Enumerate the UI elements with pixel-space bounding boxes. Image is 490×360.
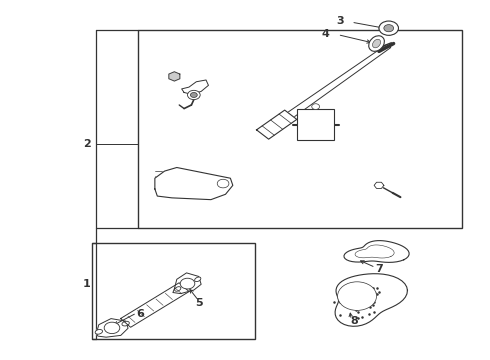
Polygon shape: [155, 167, 233, 200]
Circle shape: [180, 278, 195, 289]
Polygon shape: [344, 240, 409, 262]
Ellipse shape: [95, 329, 102, 334]
Polygon shape: [335, 274, 408, 326]
Circle shape: [191, 93, 197, 98]
Ellipse shape: [174, 287, 181, 291]
Circle shape: [104, 322, 120, 334]
Circle shape: [379, 21, 398, 35]
Polygon shape: [374, 182, 384, 188]
Ellipse shape: [369, 36, 384, 51]
Circle shape: [217, 179, 229, 188]
Bar: [138, 30, 462, 228]
Bar: [297, 109, 334, 140]
Polygon shape: [182, 80, 208, 94]
Text: 4: 4: [321, 28, 329, 39]
Polygon shape: [257, 110, 297, 139]
Text: 2: 2: [83, 139, 91, 149]
Polygon shape: [97, 319, 128, 337]
Text: 5: 5: [195, 298, 202, 308]
Ellipse shape: [372, 39, 381, 48]
Polygon shape: [169, 72, 180, 81]
Circle shape: [338, 282, 376, 310]
Circle shape: [312, 104, 319, 109]
Polygon shape: [121, 283, 189, 327]
Text: 1: 1: [83, 279, 91, 289]
Circle shape: [188, 90, 200, 100]
Circle shape: [384, 24, 393, 32]
Polygon shape: [173, 273, 201, 294]
Text: 7: 7: [375, 264, 383, 274]
Bar: [92, 243, 255, 339]
Ellipse shape: [122, 321, 129, 326]
Text: 6: 6: [136, 309, 144, 319]
Polygon shape: [262, 45, 391, 135]
Text: 8: 8: [351, 316, 359, 326]
Ellipse shape: [195, 277, 201, 282]
Text: 3: 3: [336, 16, 344, 26]
